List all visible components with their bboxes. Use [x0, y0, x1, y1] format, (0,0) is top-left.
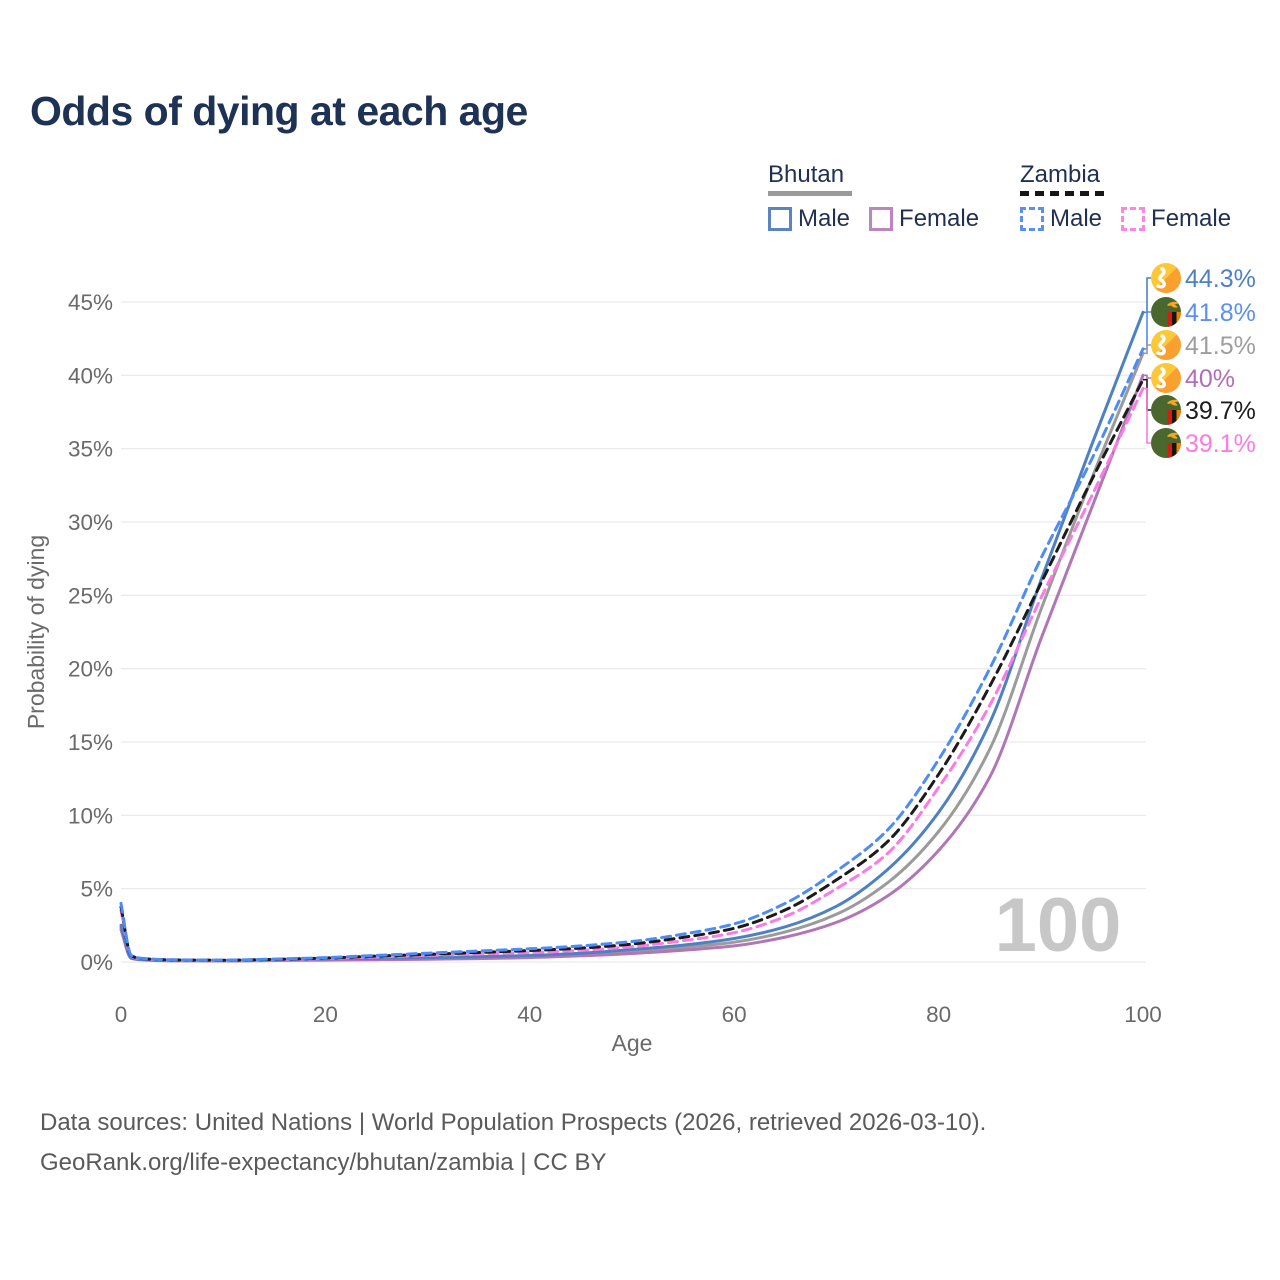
- bhutan-linestyle-swatch: [768, 191, 852, 196]
- x-tick-label-60: 60: [722, 1002, 747, 1027]
- zambia-female-swatch-icon: [1121, 207, 1146, 231]
- legend-item-label: Male: [798, 205, 851, 232]
- y-axis-title: Probability of dying: [23, 535, 49, 729]
- bhutan-male-swatch-icon: [768, 207, 792, 231]
- y-tick-label-20: 20%: [68, 657, 113, 682]
- y-tick-label-10: 10%: [68, 803, 113, 828]
- zambia-flag-icon: [1151, 395, 1181, 425]
- end-label-connector-zambia-male: [1143, 311, 1151, 350]
- y-tick-label-40: 40%: [68, 363, 113, 388]
- bhutan-flag-icon: [1151, 263, 1181, 293]
- zambia-male-swatch-icon: [1020, 207, 1044, 231]
- x-tick-label-0: 0: [115, 1002, 128, 1027]
- end-value-label-bhutan-male: 44.3%: [1185, 265, 1256, 293]
- legend-item-bhutan-female[interactable]: Female: [869, 205, 979, 233]
- series-line-zambia-male[interactable]: [119, 347, 1145, 962]
- end-value-label-zambia-male: 41.8%: [1185, 299, 1256, 327]
- x-tick-label-100: 100: [1124, 1002, 1162, 1027]
- x-tick-label-20: 20: [313, 1002, 338, 1027]
- y-tick-label-30: 30%: [68, 510, 113, 535]
- end-value-label-zambia-both-sexes: 39.7%: [1185, 397, 1256, 425]
- y-tick-label-45: 45%: [68, 290, 113, 315]
- legend-item-label: Male: [1050, 205, 1103, 232]
- legend-group-label-zambia: Zambia: [1020, 161, 1101, 188]
- end-label-connector-bhutan-both-sexes: [1143, 344, 1151, 355]
- series-line-bhutan-both-sexes[interactable]: [119, 351, 1145, 963]
- legend-item-label: Female: [899, 205, 980, 232]
- bhutan-flag-icon: [1151, 363, 1181, 393]
- series-line-bhutan-male[interactable]: [119, 310, 1145, 962]
- end-value-label-bhutan-both-sexes: 41.5%: [1185, 332, 1256, 360]
- legend-item-label: Female: [1151, 205, 1232, 232]
- data-sources-text: Data sources: United Nations | World Pop…: [40, 1109, 987, 1136]
- legend-item-zambia-male[interactable]: Male: [1020, 205, 1102, 233]
- zambia-linestyle-swatch: [1020, 191, 1104, 196]
- legend-group-bhutan: Bhutan Male Female: [768, 162, 979, 233]
- age-watermark: 100: [995, 883, 1122, 968]
- x-tick-label-80: 80: [926, 1002, 951, 1027]
- end-label-connector-zambia-female: [1143, 387, 1151, 444]
- series-line-zambia-female[interactable]: [119, 387, 1145, 962]
- zambia-flag-icon: [1151, 297, 1181, 327]
- end-value-label-zambia-female: 39.1%: [1185, 430, 1256, 458]
- y-tick-label-0: 0%: [80, 950, 113, 975]
- footer-attribution: Data sources: United Nations | World Pop…: [40, 1103, 986, 1183]
- x-axis-title: Age: [612, 1030, 653, 1056]
- zambia-flag-icon: [1151, 428, 1181, 458]
- y-tick-label-25: 25%: [68, 583, 113, 608]
- legend-group-zambia: Zambia Male Female: [1020, 162, 1231, 233]
- y-tick-label-15: 15%: [68, 730, 113, 755]
- y-tick-label-5: 5%: [80, 877, 113, 902]
- x-tick-label-40: 40: [517, 1002, 542, 1027]
- end-label-connector-bhutan-male: [1143, 277, 1151, 314]
- page-title: Odds of dying at each age: [30, 88, 528, 134]
- end-value-label-bhutan-female: 40%: [1185, 365, 1235, 393]
- bhutan-flag-icon: [1151, 330, 1181, 360]
- legend-item-bhutan-male[interactable]: Male: [768, 205, 850, 233]
- source-url-text: GeoRank.org/life-expectancy/bhutan/zambi…: [40, 1149, 607, 1176]
- bhutan-female-swatch-icon: [869, 207, 894, 231]
- series-line-zambia-both-sexes[interactable]: [119, 378, 1145, 962]
- legend-group-label-bhutan: Bhutan: [768, 161, 845, 188]
- legend-item-zambia-female[interactable]: Female: [1121, 205, 1231, 233]
- end-label-connector-bhutan-female: [1143, 374, 1151, 379]
- y-tick-label-35: 35%: [68, 437, 113, 462]
